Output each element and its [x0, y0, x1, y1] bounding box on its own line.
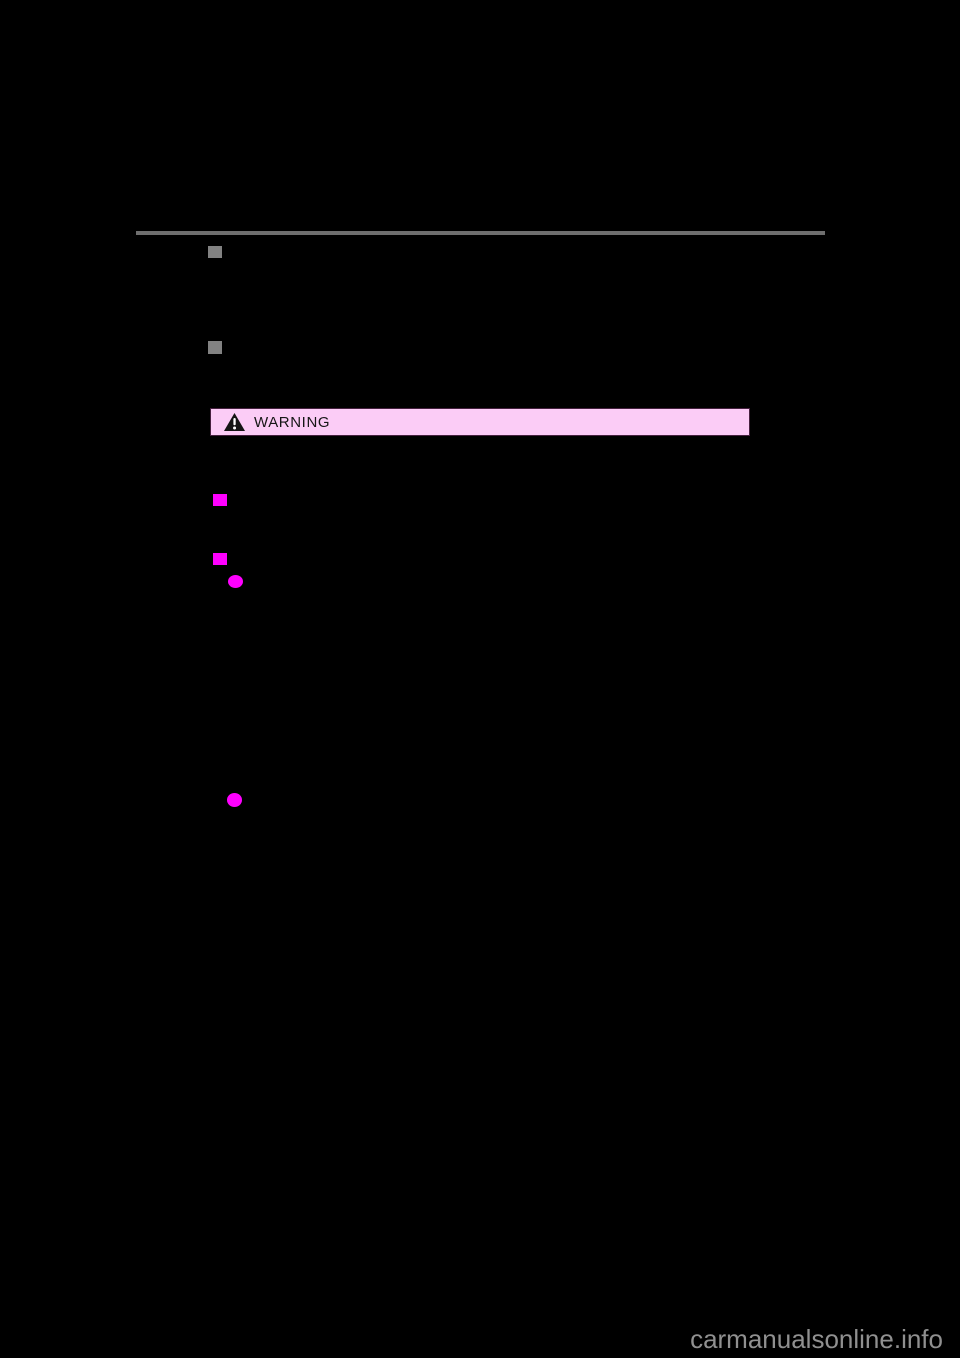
warning-triangle-icon [224, 413, 245, 431]
section-heading-bullet-1 [208, 246, 222, 258]
section-heading-bullet-2 [208, 341, 222, 354]
warning-banner: WARNING [210, 408, 750, 436]
warning-item-bullet-2 [213, 553, 227, 565]
warning-item-bullet-1 [213, 494, 227, 506]
watermark-text: carmanualsonline.info [690, 1324, 943, 1354]
warning-subitem-bullet-1 [228, 575, 243, 588]
warning-subitem-bullet-2 [227, 793, 242, 807]
warning-label: WARNING [254, 414, 331, 431]
section-divider [136, 231, 825, 235]
